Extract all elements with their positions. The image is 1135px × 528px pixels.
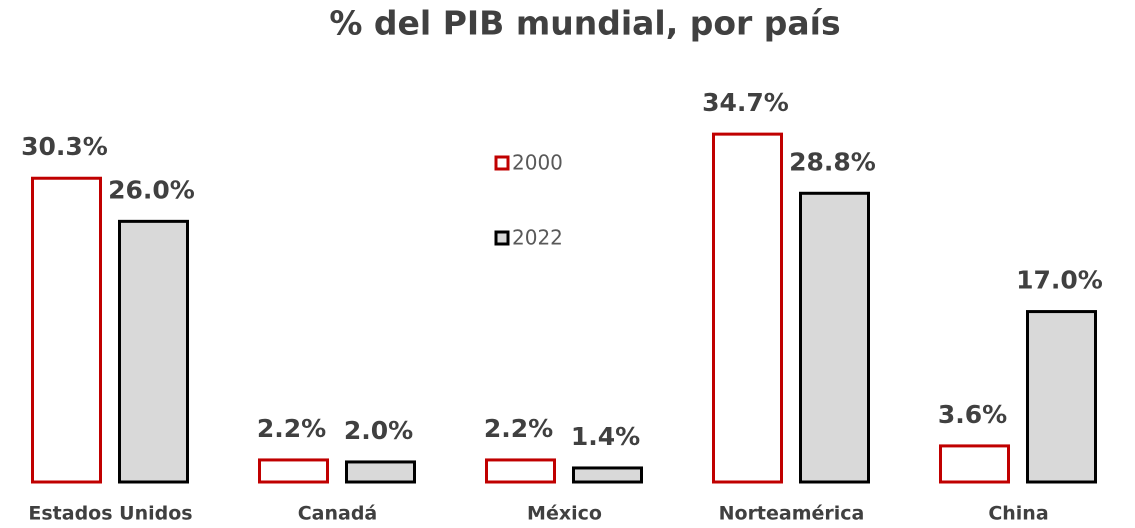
value-label: 26.0% xyxy=(108,175,195,204)
legend-marker xyxy=(494,230,510,246)
bar xyxy=(712,132,783,484)
value-label: 2.2% xyxy=(257,414,326,443)
bar xyxy=(1026,310,1097,484)
value-label: 28.8% xyxy=(789,147,876,176)
chart-title: % del PIB mundial, por país xyxy=(329,4,840,43)
value-label: 17.0% xyxy=(1016,266,1103,295)
value-label: 2.0% xyxy=(344,416,413,445)
x-tick-label: China xyxy=(988,503,1048,525)
value-label: 2.2% xyxy=(484,414,553,443)
legend-marker xyxy=(494,155,510,171)
value-label: 30.3% xyxy=(21,132,108,161)
bar xyxy=(799,191,870,484)
bar xyxy=(31,176,102,484)
value-label: 1.4% xyxy=(571,422,640,451)
x-tick-label: México xyxy=(527,503,602,525)
x-tick-label: Estados Unidos xyxy=(28,503,192,525)
value-label: 34.7% xyxy=(702,88,789,117)
bar xyxy=(345,460,416,484)
value-label: 3.6% xyxy=(938,400,1007,429)
x-tick-label: Norteamérica xyxy=(719,503,865,525)
bar xyxy=(485,458,556,484)
x-tick-label: Canadá xyxy=(298,503,378,525)
bar xyxy=(572,466,643,484)
bar xyxy=(258,458,329,484)
bar xyxy=(118,219,189,484)
legend-label: 2000 xyxy=(512,151,563,175)
legend-label: 2022 xyxy=(512,226,563,250)
bar xyxy=(939,444,1010,484)
